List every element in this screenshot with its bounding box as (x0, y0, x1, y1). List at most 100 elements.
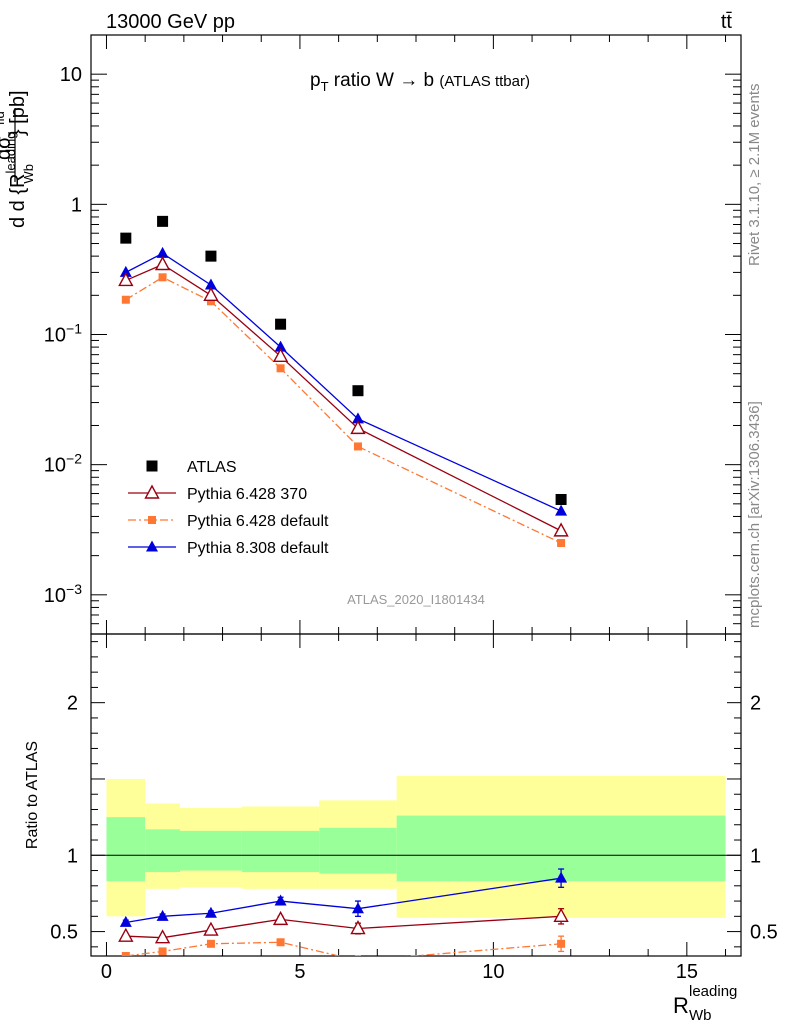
main-data-point (157, 215, 169, 227)
main-series-2 (121, 273, 566, 548)
x-tick-label: 15 (676, 961, 698, 983)
ratio-series-0 (118, 907, 569, 944)
y-axis-label-fid: fid (0, 111, 7, 125)
ratio-y-tick-label-right: 1 (750, 845, 761, 867)
title-rest: ratio W → b (329, 70, 440, 91)
ratio-y-tick-label-left: 2 (67, 693, 78, 715)
y-tick-base: 10 (44, 585, 66, 607)
main-data-point (156, 246, 169, 258)
legend-label: Pythia 6.428 default (187, 513, 329, 530)
main-data-point (203, 286, 219, 302)
y-tick-exponent: −2 (66, 451, 82, 467)
legend-marker (146, 460, 158, 472)
x-tick-label: 10 (482, 961, 504, 983)
ratio-data-point (350, 920, 366, 935)
legend-marker (148, 516, 156, 524)
main-data-point (154, 256, 171, 271)
ratio-panel: 0 5 10 15 0.5 0.5 1 1 2 2 Ratio to ATLAS Rleading Wb (24, 633, 778, 1024)
main-data-point (555, 504, 568, 516)
ratio-data-point (351, 902, 364, 914)
y-tick-label: 10−3 (44, 581, 82, 607)
main-data-point (119, 265, 132, 277)
y-tick-exponent: −1 (66, 321, 82, 337)
ratio-y-tick-label-right: 2 (750, 693, 761, 715)
main-title: pT ratio W → b (ATLAS ttbar) (310, 70, 530, 94)
main-data-point (121, 295, 130, 304)
ratio-data-point (276, 938, 285, 947)
ratio-data-point (557, 939, 566, 948)
main-title-text: p (310, 70, 321, 91)
band-inner-1 (145, 829, 180, 873)
main-data-point (205, 250, 217, 262)
header-right: tt̄ (721, 11, 733, 33)
main-series-line (125, 252, 562, 512)
ratio-data-point (154, 929, 171, 944)
legend-marker (146, 540, 158, 552)
y-tick-base: 10 (44, 325, 66, 347)
analysis-watermark: ATLAS_2020_I1801434 (347, 592, 485, 607)
ylabel-sub: Wb (21, 164, 36, 184)
ratio-data-point (555, 871, 568, 883)
x-axis-label-sup: leading (689, 983, 737, 1000)
main-series-1 (118, 256, 569, 537)
ratio-y-tick-label-right: 0.5 (750, 922, 778, 944)
x-axis-label-base: R (673, 993, 689, 1018)
ratio-data-point (203, 921, 219, 936)
ylabel-sup: leading (3, 132, 18, 174)
x-tick-label: 5 (294, 961, 305, 983)
main-data-point (276, 364, 285, 373)
ratio-data-point (354, 957, 362, 965)
ratio-series-line (125, 877, 562, 924)
y-tick-label: 10 (60, 64, 82, 86)
legend-label: Pythia 8.308 default (187, 540, 329, 557)
legend-label: Pythia 6.428 370 (187, 486, 307, 503)
main-data-point (353, 442, 362, 451)
legend-marker (144, 484, 160, 499)
band-inner-4 (319, 827, 397, 874)
y-axis-label-numerator: dσ (0, 136, 15, 160)
ratio-series-line (125, 941, 562, 956)
main-data-point (274, 340, 287, 352)
main-series-3 (119, 246, 568, 516)
band-inner-3 (241, 830, 320, 873)
ratio-data-point (158, 947, 167, 956)
band-inner-0 (106, 817, 146, 882)
x-tick-label: 0 (101, 961, 112, 983)
main-data-point (352, 385, 364, 397)
ratio-data-point (553, 907, 569, 923)
main-data-point (553, 522, 569, 537)
main-data-point (158, 273, 167, 282)
main-data-point (118, 272, 134, 287)
main-data-point (206, 297, 215, 306)
band-inner-2 (179, 830, 242, 871)
ratio-data-point (118, 927, 134, 942)
main-data-point (272, 347, 289, 363)
ratio-y-axis-label: Ratio to ATLAS (24, 741, 41, 849)
ratio-data-point (121, 952, 130, 956)
ylabel-d: d (7, 211, 29, 228)
main-data-point (275, 318, 287, 330)
ylabel-den: d {R (7, 174, 29, 212)
y-tick-label: 10−1 (44, 321, 82, 347)
ratio-series-2 (119, 868, 568, 927)
ratio-y-tick-label-left: 1 (67, 845, 78, 867)
ratio-y-tick-label-left: 0.5 (50, 922, 78, 944)
ratio-data-point (206, 939, 215, 948)
main-data-point (350, 419, 366, 435)
ylabel-unit: } [pb] (7, 90, 29, 136)
y-tick-base: 10 (44, 455, 66, 477)
main-data-point (204, 278, 217, 290)
x-axis-label-sub: Wb (689, 1007, 712, 1024)
ratio-series-line (125, 915, 562, 939)
ratio-data-point (272, 910, 289, 926)
main-data-point (351, 412, 364, 424)
header-left: 13000 GeV pp (106, 11, 235, 33)
main-series-line (125, 263, 562, 532)
main-y-axis-label: d d {RleadingWb } [pb]dσ fid (0, 90, 36, 228)
main-data-point (555, 493, 567, 505)
main-data-point (557, 539, 566, 548)
y-tick-label: 1 (71, 194, 82, 216)
legend-label: ATLAS (187, 459, 237, 476)
